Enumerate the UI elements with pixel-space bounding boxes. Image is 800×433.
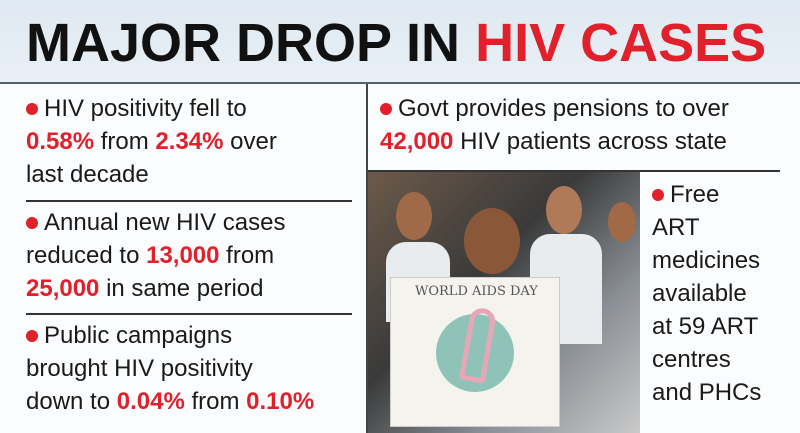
divider (26, 313, 352, 315)
headline: MAJOR DROP IN HIV CASES (26, 12, 786, 74)
point-hiv-positivity: HIV positivity fell to 0.58% from 2.34% … (26, 92, 277, 191)
text: Public campaigns (44, 322, 233, 349)
placard-text: WORLD AIDS DAY (415, 284, 538, 299)
text: available (652, 280, 747, 307)
text: HIV positivity fell to (44, 95, 247, 122)
value: 0.04% (116, 388, 185, 415)
globe-drawing (436, 314, 514, 392)
text: ART (652, 214, 700, 241)
divider (368, 170, 780, 172)
text: medicines (652, 247, 761, 274)
text: HIV patients across state (460, 128, 727, 155)
point-pensions: Govt provides pensions to over 42,000 HI… (380, 92, 729, 158)
text: over (230, 128, 277, 155)
text: from (226, 242, 275, 269)
text: from (100, 128, 149, 155)
bullet-icon (652, 189, 664, 201)
header-band (0, 0, 800, 83)
text: reduced to (26, 242, 140, 269)
placard: WORLD AIDS DAY (390, 277, 560, 427)
text: brought HIV positivity (26, 355, 253, 382)
text: centres (652, 346, 731, 373)
person (608, 202, 636, 242)
headline-part1: MAJOR DROP IN (26, 13, 461, 73)
person (546, 186, 582, 234)
bullet-icon (26, 103, 38, 115)
point-annual-cases: Annual new HIV cases reduced to 13,000 f… (26, 206, 285, 305)
bullet-icon (26, 330, 38, 342)
person (464, 208, 520, 274)
text: Free (670, 181, 720, 208)
text: and PHCs (652, 379, 762, 406)
text: at 59 ART (652, 313, 759, 340)
value: 2.34% (155, 128, 224, 155)
headline-part2: HIV CASES (475, 13, 767, 73)
photo-students-rally: WORLD AIDS DAY (368, 172, 640, 433)
column-divider (366, 84, 368, 433)
text: Annual new HIV cases (44, 209, 286, 236)
value: 13,000 (146, 242, 220, 269)
text: Govt provides pensions to over (398, 95, 729, 122)
text: in same period (106, 275, 264, 302)
bullet-icon (380, 103, 392, 115)
text: last decade (26, 161, 149, 188)
point-public-campaigns: Public campaigns brought HIV positivity … (26, 319, 314, 418)
bullet-icon (26, 217, 38, 229)
value: 0.10% (246, 388, 315, 415)
person (396, 192, 432, 240)
text: from (191, 388, 240, 415)
header-divider (0, 82, 800, 84)
value: 0.58% (26, 128, 95, 155)
divider (26, 200, 352, 202)
point-art-medicines: Free ART medicines available at 59 ART c… (652, 178, 761, 409)
text: down to (26, 388, 111, 415)
value: 25,000 (26, 275, 100, 302)
value: 42,000 (380, 128, 454, 155)
